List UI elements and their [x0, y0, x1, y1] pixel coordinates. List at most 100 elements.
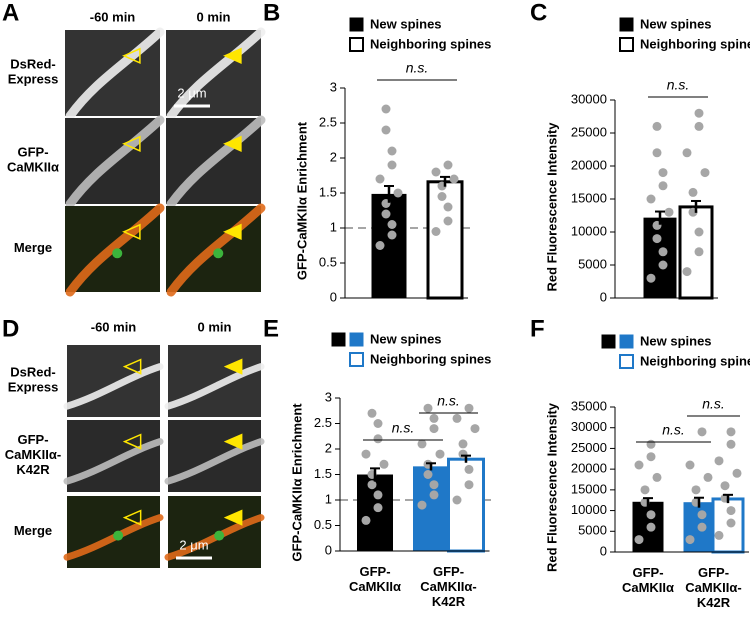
data-point: [470, 424, 480, 434]
arrowhead: [223, 433, 243, 450]
arrowhead: [223, 47, 242, 64]
x-tick-label: GFP-CaMKIIα-K42R: [420, 564, 476, 609]
legend-label: Neighboring spines: [370, 36, 491, 51]
data-point: [726, 427, 736, 437]
y-tick-label: 0: [325, 542, 332, 557]
dendrite: [166, 115, 266, 209]
row-label: DsRed-Express: [8, 57, 59, 87]
arrowhead: [122, 47, 141, 64]
data-point: [646, 452, 656, 462]
y-tick-label: 30000: [571, 419, 607, 434]
data-point: [726, 518, 736, 528]
legend-swatch: [331, 332, 346, 347]
data-point: [694, 121, 704, 131]
panel-letter: C: [530, 0, 547, 26]
data-point: [443, 160, 453, 170]
y-tick-label: 3: [330, 79, 337, 94]
data-point: [682, 267, 692, 277]
annotation: n.s.: [667, 77, 690, 93]
dendrite: [63, 438, 164, 485]
data-point: [387, 220, 397, 229]
data-point: [652, 472, 662, 482]
legend-swatch: [619, 334, 634, 349]
legend-swatch: [349, 37, 364, 52]
annotation: n.s.: [702, 396, 725, 412]
data-point: [682, 148, 692, 158]
micrograph: [67, 420, 160, 492]
data-point: [697, 510, 707, 520]
data-point: [732, 468, 742, 478]
y-axis-label: GFP-CaMKIIα Enrichment: [289, 403, 304, 562]
spine: [113, 530, 124, 541]
data-point: [646, 510, 656, 520]
legend-swatch: [349, 17, 364, 32]
data-point: [381, 125, 391, 135]
data-point: [373, 490, 383, 500]
y-tick-label: 1.5: [314, 466, 332, 481]
row-label: GFP-CaMKIIα: [7, 145, 59, 175]
y-tick-label: 0: [600, 289, 607, 304]
y-tick-label: 30000: [571, 91, 607, 106]
dendrite: [65, 27, 165, 121]
data-point: [688, 187, 698, 197]
micrograph: [168, 345, 261, 417]
data-point: [703, 472, 713, 482]
data-point: [431, 167, 441, 177]
legend-swatch: [619, 354, 634, 369]
annotation: n.s.: [662, 422, 685, 438]
spine: [112, 248, 123, 259]
data-point: [658, 181, 668, 191]
data-point: [646, 439, 656, 449]
data-point: [646, 194, 656, 204]
data-point: [435, 449, 445, 459]
y-tick-label: 2: [325, 440, 332, 455]
panel-letter: E: [263, 315, 279, 342]
y-axis-label: Red Fluorescence Intensity: [544, 122, 559, 292]
data-point: [694, 247, 704, 257]
y-tick-label: 0.5: [319, 254, 337, 269]
y-tick-label: 5000: [578, 256, 607, 271]
row-label: DsRed-Express: [8, 365, 59, 395]
y-tick-label: 10000: [571, 223, 607, 238]
data-point: [361, 515, 371, 525]
data-point: [652, 148, 662, 158]
data-point: [658, 168, 668, 178]
y-tick-label: 5000: [578, 523, 607, 538]
column-label: 0 min: [197, 9, 231, 24]
data-point: [361, 449, 371, 459]
row-label: Merge: [14, 240, 52, 255]
data-point: [423, 403, 433, 413]
data-point: [634, 460, 644, 470]
x-tick-label: GFP-CaMKIIα-K42R: [685, 565, 741, 610]
data-point: [658, 247, 668, 257]
y-tick-label: 2.5: [314, 415, 332, 430]
data-point: [429, 490, 439, 500]
data-point: [634, 535, 644, 545]
data-point: [714, 456, 724, 466]
y-tick-label: 20000: [571, 461, 607, 476]
x-tick-label: GFP-CaMKIIα: [349, 564, 401, 594]
legend-swatch: [619, 17, 634, 32]
data-point: [694, 108, 704, 118]
micrograph: [67, 496, 160, 568]
data-point: [697, 522, 707, 532]
data-point: [652, 121, 662, 131]
y-axis-label: GFP-CaMKIIα Enrichment: [294, 121, 309, 280]
legend-swatch: [349, 352, 364, 367]
legend-swatch: [601, 334, 616, 349]
data-point: [417, 500, 427, 510]
row-label: GFP-CaMKIIα-K42R: [5, 432, 61, 477]
data-point: [691, 485, 701, 495]
micrograph: [67, 345, 160, 417]
data-point: [685, 460, 695, 470]
arrowhead: [223, 509, 243, 526]
data-point: [393, 188, 403, 198]
y-tick-label: 3: [325, 389, 332, 404]
data-point: [640, 485, 650, 495]
y-tick-label: 35000: [571, 398, 607, 413]
legend-swatch: [349, 332, 364, 347]
panel-letter: A: [2, 0, 19, 26]
data-point: [443, 216, 453, 226]
bar: [413, 466, 449, 552]
